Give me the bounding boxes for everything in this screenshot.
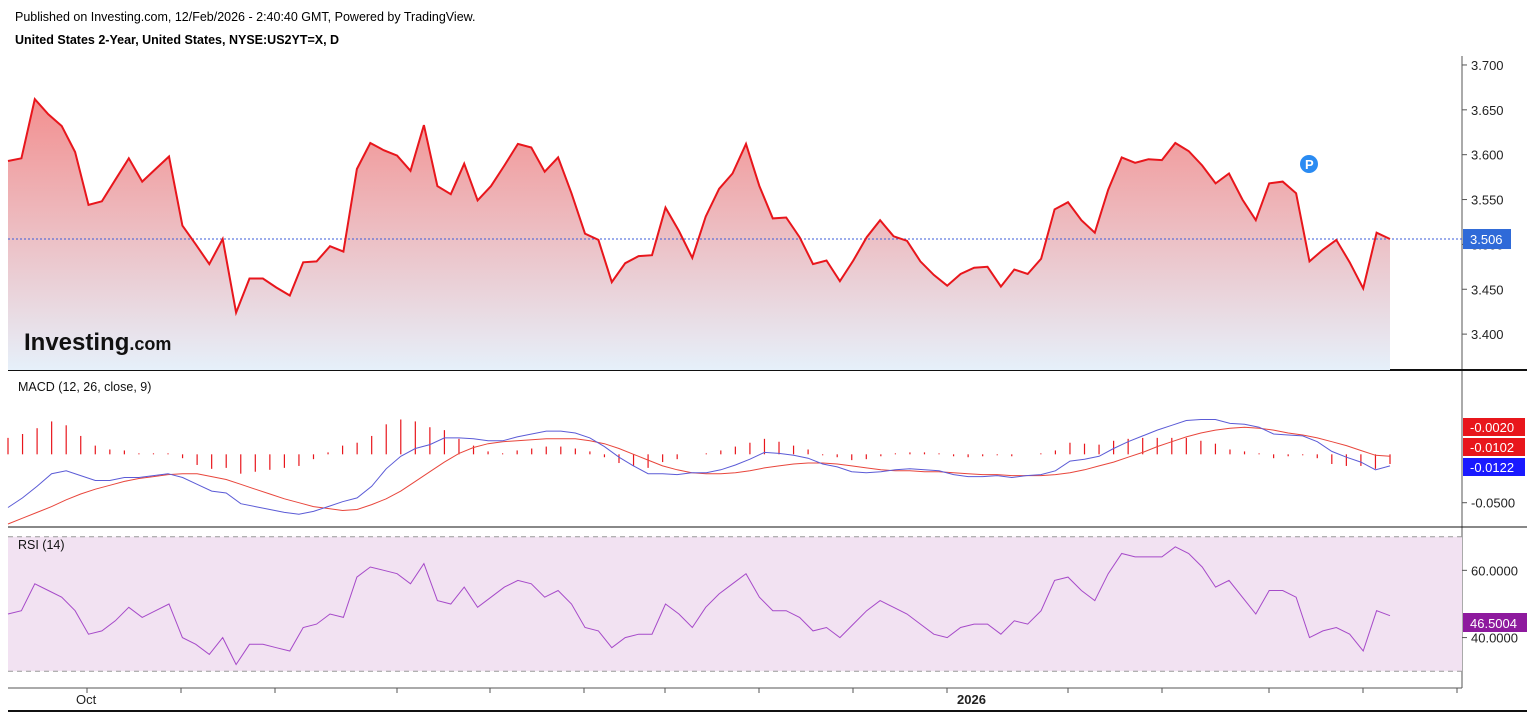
x-label-oct: Oct [76,692,97,707]
logo-sub-text: .com [129,334,171,354]
price-area-fill [8,99,1390,370]
rsi-band [8,536,1462,672]
rsi-panel[interactable]: RSI (14) 60.0000 40.0000 46.5004 [7,536,1527,672]
macd-panel[interactable]: MACD (12, 26, close, 9) -0.0500 -0.0020 … [7,380,1525,525]
pivot-marker-label: P [1305,157,1314,172]
rsi-panel-title: RSI (14) [18,538,65,552]
svg-text:Investing.com: Investing.com [24,329,171,356]
price-tick-label: 3.650 [1471,103,1504,118]
investing-logo: Investing.com [24,329,171,356]
published-caption: Published on Investing.com, 12/Feb/2026 … [15,10,476,24]
logo-main-text: Investing [24,329,129,356]
rsi-line [7,546,1391,666]
macd-badge-histogram: -0.0020 [1470,420,1514,435]
macd-line [7,419,1391,515]
pivot-marker-icon[interactable] [1300,155,1318,173]
macd-badges: -0.0020 -0.0102 -0.0122 [1463,418,1525,476]
x-label-2026: 2026 [957,692,986,707]
macd-badge-macd: -0.0122 [1470,460,1514,475]
price-tick-label: 3.550 [1471,193,1504,208]
price-tick-label: 3.450 [1471,282,1504,297]
macd-panel-title: MACD (12, 26, close, 9) [18,380,151,394]
macd-tick-label: -0.0500 [1471,496,1515,511]
price-series-line [7,96,1391,317]
rsi-badge: 46.5004 [1463,613,1527,632]
pivot-marker[interactable]: P [1300,155,1318,173]
rsi-last-label: 46.5004 [1470,616,1517,631]
price-tick-label: 3.400 [1471,327,1504,342]
last-price-badge: 3.506 [1463,229,1511,250]
rsi-tick-label: 40.0000 [1471,631,1518,646]
macd-badge-signal: -0.0102 [1470,440,1514,455]
last-price-label: 3.506 [1470,232,1503,247]
price-tick-label: 3.700 [1471,58,1504,73]
price-tick-label: 3.600 [1471,148,1504,163]
macd-signal-line [7,426,1391,525]
symbol-title: United States 2-Year, United States, NYS… [15,33,340,47]
rsi-tick-label: 60.0000 [1471,563,1518,578]
